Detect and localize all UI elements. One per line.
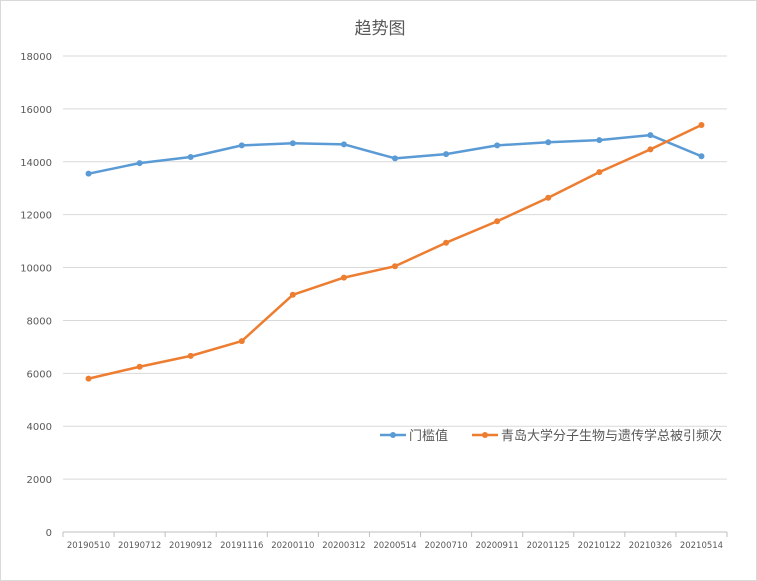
x-tick-label: 20200710 bbox=[424, 541, 467, 551]
y-tick-label: 18000 bbox=[20, 52, 52, 63]
y-tick-label: 4000 bbox=[27, 422, 52, 433]
data-point bbox=[443, 239, 450, 246]
x-tick-label: 20200312 bbox=[322, 541, 365, 551]
legend-label: 青岛大学分子生物与遗传学总被引频次 bbox=[501, 428, 722, 444]
x-tick-label: 20210326 bbox=[629, 541, 672, 551]
y-tick-label: 12000 bbox=[20, 211, 52, 222]
y-tick-label: 16000 bbox=[20, 105, 52, 116]
data-point bbox=[289, 140, 296, 147]
data-point bbox=[136, 160, 143, 167]
data-point bbox=[545, 139, 552, 146]
data-point bbox=[494, 142, 501, 149]
x-tick-label: 20200110 bbox=[271, 541, 314, 551]
data-point bbox=[698, 122, 705, 129]
data-point bbox=[85, 170, 92, 177]
data-point bbox=[698, 153, 705, 160]
x-tick-label: 20190912 bbox=[169, 541, 212, 551]
legend-label: 门槛值 bbox=[409, 428, 448, 444]
data-point bbox=[187, 154, 194, 161]
data-point bbox=[340, 274, 347, 281]
y-tick-label: 6000 bbox=[27, 369, 52, 380]
x-tick-label: 20190712 bbox=[118, 541, 161, 551]
series-2 bbox=[85, 122, 705, 382]
chart-title: 趋势图 bbox=[355, 19, 406, 39]
data-point bbox=[392, 263, 398, 270]
legend-swatch-marker bbox=[482, 432, 488, 438]
data-point bbox=[187, 352, 194, 359]
data-point bbox=[494, 218, 501, 225]
data-point bbox=[596, 137, 603, 144]
x-tick-label: 20190510 bbox=[67, 541, 110, 551]
data-point bbox=[647, 146, 654, 153]
data-point bbox=[340, 141, 347, 148]
x-tick-label: 20210122 bbox=[578, 541, 621, 551]
data-point bbox=[238, 338, 245, 345]
y-tick-label: 0 bbox=[46, 528, 52, 539]
data-point bbox=[238, 142, 245, 149]
data-point bbox=[136, 363, 143, 370]
data-point bbox=[289, 291, 296, 298]
y-tick-label: 14000 bbox=[20, 158, 52, 169]
data-point bbox=[596, 169, 603, 176]
x-tick-label: 20201125 bbox=[527, 541, 570, 551]
data-point bbox=[443, 151, 450, 158]
x-tick-label: 20200514 bbox=[373, 541, 416, 551]
legend-swatch-marker bbox=[390, 432, 396, 438]
data-point bbox=[85, 375, 92, 382]
x-tick-label: 20200911 bbox=[476, 541, 519, 551]
x-tick-label: 20210514 bbox=[680, 541, 723, 551]
data-point bbox=[647, 132, 654, 139]
y-tick-label: 10000 bbox=[20, 264, 52, 275]
series-1 bbox=[85, 132, 705, 177]
data-point bbox=[545, 194, 552, 201]
data-point bbox=[392, 155, 398, 162]
y-tick-label: 8000 bbox=[27, 316, 52, 327]
x-tick-label: 20191116 bbox=[220, 541, 263, 551]
y-tick-label: 2000 bbox=[27, 475, 52, 486]
series-line bbox=[88, 123, 702, 380]
